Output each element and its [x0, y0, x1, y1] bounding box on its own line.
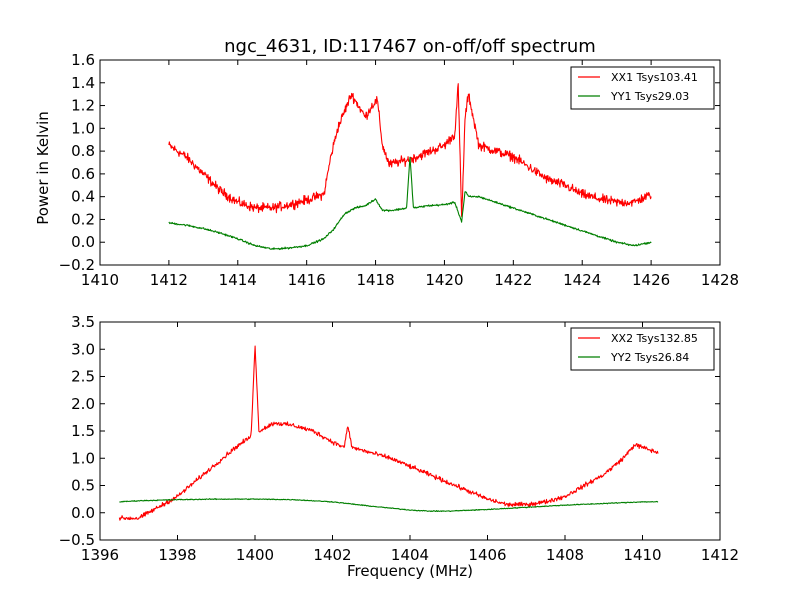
bottom-ytick-label: 1.0: [71, 449, 95, 467]
top-xtick-label: 1412: [150, 271, 188, 289]
top-xtick-label: 1416: [288, 271, 326, 289]
top-ytick-label: 0.6: [71, 165, 95, 183]
bottom-ytick-label: 3.5: [71, 313, 95, 331]
top-subplot-lines: [168, 83, 652, 251]
bottom-ytick-label: 0.5: [71, 477, 95, 495]
bottom-xtick-label: 1396: [81, 546, 119, 564]
top-ytick-label: −0.2: [59, 256, 95, 274]
bottom-ytick-label: 3.0: [71, 340, 95, 358]
top-subplot-frame: [99, 59, 721, 266]
bottom-legend-label-yy2: YY2 Tsys26.84: [610, 351, 689, 364]
bottom-ytick-label: 2.5: [71, 368, 95, 386]
bottom-ytick-label: 2.0: [71, 395, 95, 413]
top-series-yy1-line: [168, 156, 652, 251]
top-ytick-label: 1.0: [71, 119, 95, 137]
top-xtick-label: 1420: [425, 271, 463, 289]
bottom-ytick-label: 1.5: [71, 422, 95, 440]
top-legend-label-xx1: XX1 Tsys103.41: [611, 71, 698, 84]
bottom-legend-label-xx2: XX2 Tsys132.85: [611, 332, 698, 345]
top-xtick-label: 1414: [219, 271, 257, 289]
bottom-subplot-xlabel: Frequency (MHz): [347, 562, 473, 580]
bottom-xtick-label: 1408: [546, 546, 584, 564]
bottom-xtick-label: 1400: [236, 546, 274, 564]
top-subplot-ylabel: Power in Kelvin: [34, 111, 52, 225]
bottom-xtick-label: 1398: [158, 546, 196, 564]
bottom-xtick-label: 1410: [623, 546, 661, 564]
bottom-subplot-ticks: 1396 1398 1400 1402 1404 1406 1408 1410 1412 −0.5…: [59, 313, 740, 564]
top-xtick-label: 1424: [563, 271, 601, 289]
top-ytick-label: 1.6: [71, 51, 95, 69]
top-xtick-label: 1422: [494, 271, 532, 289]
bottom-xtick-label: 1402: [313, 546, 351, 564]
top-legend-label-yy1: YY1 Tsys29.03: [610, 90, 689, 103]
bottom-subplot-lines: [118, 345, 659, 521]
top-ytick-label: 0.8: [71, 142, 95, 160]
top-subplot-ticks: 1410 1412 1414 1416 1418 1420 1422 1424 1426 1428…: [59, 51, 740, 289]
bottom-ytick-label: −0.5: [59, 531, 95, 549]
bottom-subplot: 1396 1398 1400 1402 1404 1406 1408 1410 1412 −0.5…: [59, 313, 740, 580]
bottom-xtick-label: 1412: [701, 546, 739, 564]
figure-title: ngc_4631, ID:117467 on-off/off spectrum: [224, 36, 596, 57]
bottom-xtick-label: 1404: [391, 546, 429, 564]
top-ytick-label: 1.4: [71, 74, 95, 92]
bottom-legend-box: [570, 327, 715, 371]
bottom-ytick-label: 0.0: [71, 504, 95, 522]
bottom-subplot-legend: XX2 Tsys132.85 YY2 Tsys26.84: [570, 327, 715, 371]
bottom-xtick-label: 1406: [468, 546, 506, 564]
bottom-series-yy2-line: [119, 498, 659, 513]
top-xtick-label: 1428: [701, 271, 739, 289]
top-ytick-label: 0.2: [71, 210, 95, 228]
top-subplot: 1410 1412 1414 1416 1418 1420 1422 1424 1426 1428…: [34, 51, 739, 289]
top-ytick-label: 1.2: [71, 97, 95, 115]
top-ytick-label: 0.4: [71, 188, 95, 206]
top-xtick-label: 1418: [356, 271, 394, 289]
top-ytick-label: 0.0: [71, 233, 95, 251]
top-xtick-label: 1426: [632, 271, 670, 289]
top-subplot-legend: XX1 Tsys103.41 YY1 Tsys29.03: [570, 66, 715, 110]
top-xtick-label: 1410: [81, 271, 119, 289]
bottom-series-xx2-line: [118, 345, 659, 521]
top-legend-box: [570, 66, 715, 110]
